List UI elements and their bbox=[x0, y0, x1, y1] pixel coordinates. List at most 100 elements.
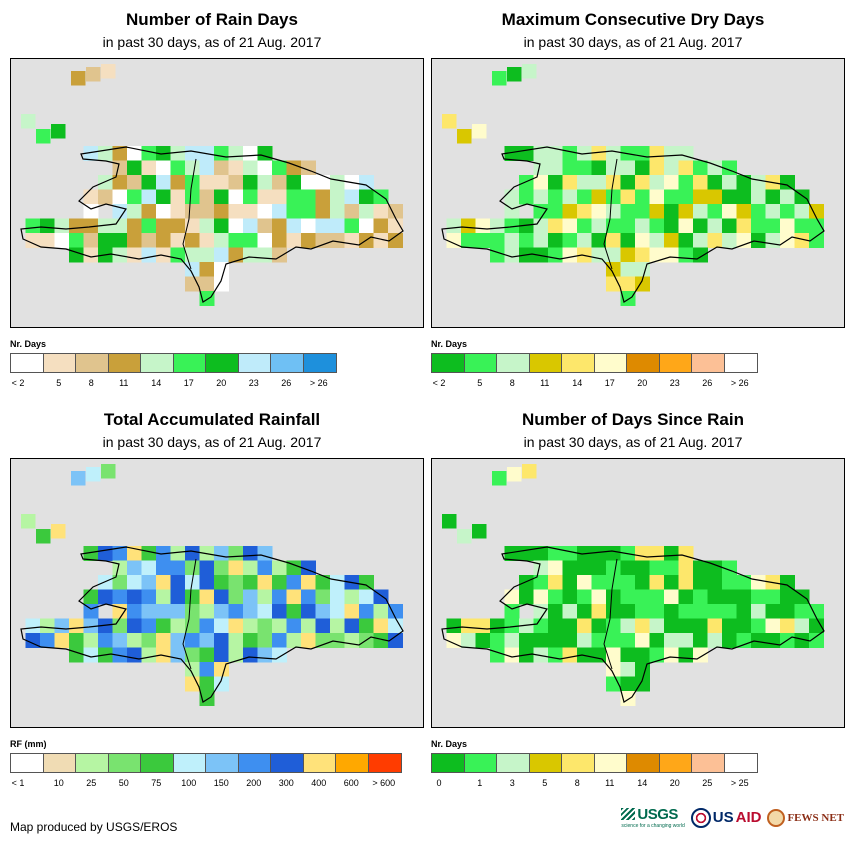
map-cell bbox=[472, 524, 487, 539]
map-cell bbox=[606, 189, 621, 205]
map-cell bbox=[606, 618, 621, 634]
map-cell bbox=[533, 218, 549, 234]
map-cell bbox=[199, 160, 215, 176]
map-cell bbox=[141, 589, 157, 605]
map-cell bbox=[272, 647, 287, 663]
map-cell bbox=[504, 189, 520, 205]
map-cell bbox=[475, 233, 491, 248]
map-cell bbox=[693, 589, 708, 605]
map-cell bbox=[751, 589, 766, 605]
map-cell bbox=[519, 546, 534, 561]
map-cell bbox=[127, 218, 142, 234]
map-cell bbox=[315, 618, 331, 634]
map-raster bbox=[20, 64, 404, 306]
map-cell bbox=[373, 204, 389, 219]
map-cell bbox=[736, 575, 752, 590]
map-cell bbox=[127, 189, 142, 205]
map-cell bbox=[272, 560, 287, 576]
map-cell bbox=[199, 262, 215, 277]
map-cell bbox=[359, 618, 374, 634]
map-cell bbox=[286, 618, 302, 634]
legend-label: 23 bbox=[248, 378, 259, 388]
map-cell bbox=[344, 218, 360, 234]
map-cell bbox=[649, 560, 665, 576]
map-cell bbox=[257, 647, 273, 663]
map-cell bbox=[794, 633, 810, 648]
map-cell bbox=[635, 560, 650, 576]
map-cell bbox=[533, 175, 549, 190]
map-cell bbox=[562, 604, 578, 619]
map-cell bbox=[678, 546, 694, 561]
map-cell bbox=[664, 233, 679, 248]
legend-swatch bbox=[724, 754, 757, 772]
map-cell bbox=[141, 647, 157, 663]
map-cell bbox=[214, 647, 229, 663]
map-cell bbox=[101, 64, 116, 79]
map-cell bbox=[214, 218, 229, 234]
map-cell bbox=[461, 618, 476, 634]
map-cell bbox=[112, 560, 128, 576]
map-cell bbox=[722, 233, 737, 248]
map-cell bbox=[442, 514, 457, 529]
map-cell bbox=[344, 233, 360, 248]
map-cell bbox=[780, 204, 795, 219]
map-cell bbox=[678, 218, 694, 234]
legend-swatch bbox=[141, 354, 174, 372]
map-cell bbox=[678, 247, 694, 263]
map-cell bbox=[301, 589, 316, 605]
map-cell bbox=[635, 204, 650, 219]
map-cell bbox=[780, 589, 795, 605]
legend-swatch bbox=[562, 354, 595, 372]
legend-label: 20 bbox=[669, 778, 680, 788]
map-cell bbox=[533, 146, 549, 161]
usgs-wave-icon bbox=[621, 808, 636, 820]
map-cell bbox=[780, 218, 795, 234]
map-cell bbox=[388, 633, 403, 648]
map-cell bbox=[635, 575, 650, 590]
map-cell bbox=[664, 633, 679, 648]
map-cell bbox=[141, 560, 157, 576]
map-cell bbox=[751, 575, 766, 590]
map-cell bbox=[635, 633, 650, 648]
map-cell bbox=[649, 647, 665, 663]
map-cell bbox=[533, 189, 549, 205]
map-cell bbox=[228, 589, 244, 605]
map-cell bbox=[562, 247, 578, 263]
map-cell bbox=[693, 604, 708, 619]
map-cell bbox=[591, 546, 607, 561]
map-cell bbox=[446, 618, 462, 634]
map-cell bbox=[199, 647, 215, 663]
map-cell bbox=[562, 647, 578, 663]
legend-swatch bbox=[432, 754, 465, 772]
map-cell bbox=[635, 160, 650, 176]
map-cell bbox=[794, 233, 810, 248]
map-cell bbox=[562, 189, 578, 205]
legend-swatch bbox=[529, 754, 562, 772]
map-cell bbox=[69, 618, 84, 634]
map-cell bbox=[315, 204, 331, 219]
legend-swatch bbox=[659, 754, 692, 772]
map-cell bbox=[504, 546, 520, 561]
map-cell bbox=[577, 218, 592, 234]
legend-swatch bbox=[108, 754, 141, 772]
map-cell bbox=[141, 146, 157, 161]
map-cell bbox=[606, 247, 621, 263]
map-cell bbox=[214, 604, 229, 619]
map-cell bbox=[591, 618, 607, 634]
map-cell bbox=[678, 175, 694, 190]
legend-label: > 25 bbox=[730, 778, 749, 788]
map-cell bbox=[315, 233, 331, 248]
legend-swatch bbox=[336, 754, 369, 772]
map-cell bbox=[40, 618, 55, 634]
map-cell bbox=[112, 633, 128, 648]
map-cell bbox=[548, 575, 563, 590]
map-cell bbox=[736, 589, 752, 605]
map-cell bbox=[257, 546, 273, 561]
map-cell bbox=[678, 589, 694, 605]
legend-label: 17 bbox=[604, 378, 615, 388]
map-cell bbox=[620, 647, 636, 663]
map-cell bbox=[693, 218, 708, 234]
map-cell bbox=[678, 233, 694, 248]
map-cell bbox=[141, 575, 157, 590]
map-cell bbox=[707, 618, 723, 634]
